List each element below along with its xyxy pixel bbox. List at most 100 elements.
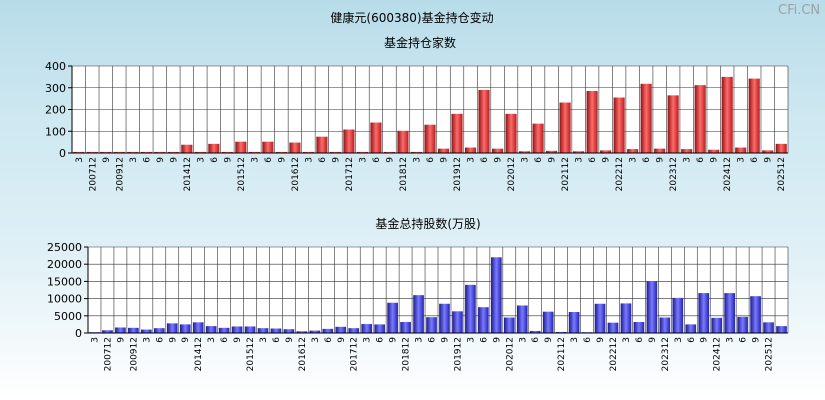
- bar: [244, 326, 256, 333]
- y-tick-label: 25000: [47, 241, 82, 254]
- x-tick-label: 9: [156, 157, 166, 163]
- x-tick-label: 201912: [453, 157, 463, 191]
- bar: [503, 317, 515, 333]
- x-tick-label: 9: [389, 337, 399, 343]
- bar: [439, 303, 450, 333]
- y-tick-label: 5000: [54, 310, 82, 323]
- x-tick-label: 3: [304, 157, 314, 163]
- x-tick-label: 3: [622, 337, 632, 343]
- bar: [179, 324, 191, 333]
- x-tick-label: 6: [534, 157, 544, 163]
- x-tick-label: 201712: [350, 337, 360, 371]
- x-tick-label: 3: [737, 157, 747, 163]
- x-tick-label: 200712: [88, 157, 98, 191]
- x-tick-label: 6: [750, 157, 760, 163]
- bar: [218, 327, 230, 333]
- x-tick-label: 6: [220, 337, 230, 343]
- x-tick-label: 9: [223, 157, 233, 163]
- x-tick-label: 202412: [713, 337, 723, 371]
- bar: [270, 328, 282, 333]
- bar: [519, 151, 531, 153]
- x-tick-label: 6: [264, 157, 274, 163]
- bar: [221, 151, 233, 153]
- bar: [698, 293, 710, 333]
- bar: [568, 312, 580, 333]
- chart-title: 基金持仓家数: [384, 35, 456, 50]
- x-tick-label: 6: [642, 157, 652, 163]
- x-tick-label: 9: [752, 337, 762, 343]
- x-tick-label: 6: [480, 157, 490, 163]
- bar: [115, 327, 126, 333]
- bar: [478, 307, 489, 333]
- bar: [573, 151, 585, 153]
- bar: [750, 296, 761, 333]
- bar: [694, 85, 706, 153]
- bar: [348, 328, 360, 333]
- bar: [100, 151, 112, 153]
- x-tick-label: 202512: [765, 337, 775, 371]
- x-tick-label: 3: [683, 157, 693, 163]
- bar: [737, 316, 748, 333]
- bar: [335, 326, 347, 333]
- x-tick-label: 202312: [669, 157, 679, 191]
- x-tick-label: 202112: [557, 337, 567, 371]
- bar: [721, 76, 733, 153]
- bar: [465, 284, 476, 333]
- bar: [555, 331, 567, 333]
- bar: [464, 147, 477, 153]
- y-tick-label: 0: [75, 327, 82, 340]
- x-tick-label: 3: [196, 157, 206, 163]
- y-tick-label: 20000: [47, 258, 82, 271]
- x-tick-label: 200912: [129, 337, 139, 371]
- x-tick-label: 6: [635, 337, 645, 343]
- x-tick-label: 201512: [237, 157, 247, 191]
- x-tick-label: 3: [674, 337, 684, 343]
- bar: [289, 142, 301, 153]
- x-tick-label: 201812: [402, 337, 412, 371]
- x-tick-label: 9: [285, 337, 295, 343]
- x-tick-label: 201712: [345, 157, 355, 191]
- x-tick-label: 6: [426, 157, 436, 163]
- bar: [437, 148, 450, 153]
- bar: [231, 326, 243, 333]
- x-tick-label: 9: [710, 157, 720, 163]
- bar: [329, 151, 341, 153]
- x-tick-label: 3: [570, 337, 580, 343]
- x-tick-label: 201612: [298, 337, 308, 371]
- bar: [424, 124, 436, 153]
- bar: [343, 129, 355, 153]
- x-tick-label: 9: [494, 157, 504, 163]
- y-tick-label: 0: [59, 147, 66, 160]
- bar: [659, 317, 671, 333]
- bar: [383, 151, 396, 153]
- bar: [492, 148, 504, 153]
- x-tick-label: 9: [492, 337, 502, 343]
- bar: [141, 329, 152, 333]
- x-tick-label: 201812: [399, 157, 409, 191]
- x-tick-label: 6: [155, 337, 165, 343]
- x-tick-label: 9: [169, 157, 179, 163]
- bar: [400, 321, 411, 333]
- bar: [102, 330, 113, 333]
- x-tick-label: 3: [311, 337, 321, 343]
- bar: [620, 303, 632, 333]
- bar: [633, 321, 645, 333]
- bar: [167, 151, 179, 153]
- x-tick-label: 6: [272, 337, 282, 343]
- x-tick-label: 9: [440, 337, 450, 343]
- bar: [397, 130, 409, 153]
- watermark: CFi.CN: [778, 3, 820, 18]
- x-tick-label: 9: [331, 157, 341, 163]
- x-tick-label: 202412: [723, 157, 733, 191]
- x-tick-label: 9: [596, 337, 606, 343]
- x-tick-label: 3: [363, 337, 373, 343]
- x-tick-label: 202112: [561, 157, 571, 191]
- bar: [559, 102, 571, 153]
- bar: [586, 91, 598, 153]
- bar: [413, 295, 424, 333]
- bar: [627, 149, 639, 153]
- x-tick-label: 9: [602, 157, 612, 163]
- bar: [283, 329, 295, 333]
- x-tick-label: 6: [687, 337, 697, 343]
- bar: [654, 148, 666, 153]
